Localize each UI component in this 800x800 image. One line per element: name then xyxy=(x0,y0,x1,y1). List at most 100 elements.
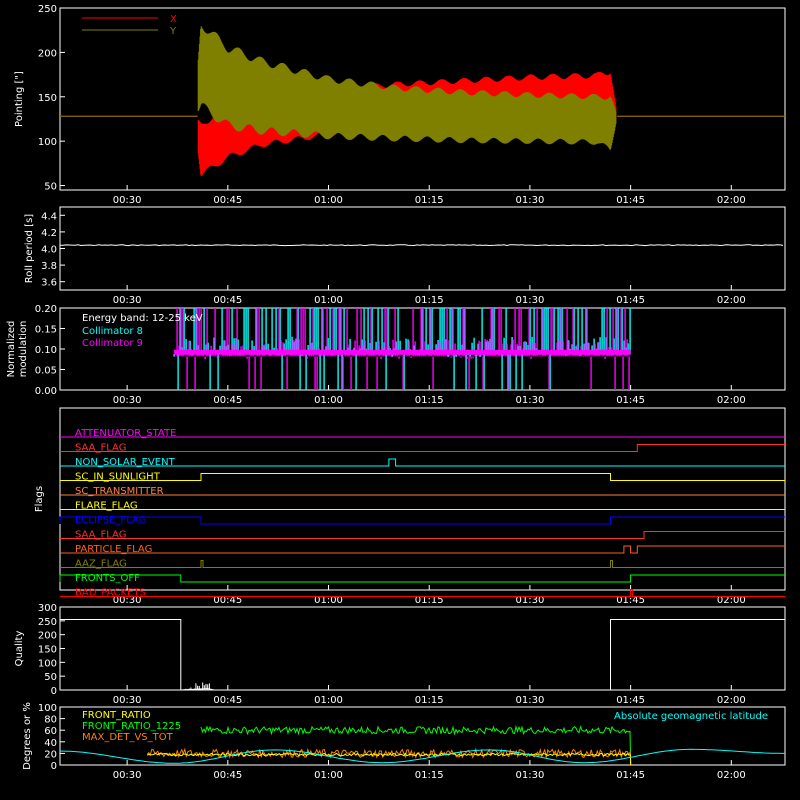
y-tick-label: 3.8 xyxy=(41,261,57,272)
x-tick-label: 01:45 xyxy=(616,395,645,406)
x-tick-label: 01:15 xyxy=(415,770,444,781)
y-tick-label: 150 xyxy=(38,645,57,656)
y-tick-label: 200 xyxy=(38,48,57,59)
geomagnetic-latitude-line xyxy=(60,748,785,764)
flag-label: AAZ_FLAG xyxy=(75,559,127,570)
y-tick-label: 0.10 xyxy=(35,345,57,356)
flag-label: NON_SOLAR_EVENT xyxy=(75,457,176,468)
y-tick-label: 4.0 xyxy=(41,245,57,256)
plot-frame xyxy=(59,206,786,291)
y-tick-label: 40 xyxy=(44,738,57,749)
legend-label-ratio: FRONT_RATIO xyxy=(82,710,151,721)
x-tick-label: 00:30 xyxy=(113,395,142,406)
legend-label-collimator: Collimator 8 xyxy=(82,326,143,337)
y-axis-label: Degrees or % xyxy=(22,702,33,770)
x-tick-label: 01:45 xyxy=(616,195,645,206)
y-tick-label: 200 xyxy=(38,631,57,642)
y-tick-label: 3.6 xyxy=(41,278,57,289)
x-tick-label: 01:00 xyxy=(314,770,343,781)
x-tick-label: 01:00 xyxy=(314,195,343,206)
ratio-series-front-ratio xyxy=(147,752,632,766)
x-tick-label: 01:30 xyxy=(515,295,544,306)
legend-label-y: Y xyxy=(169,26,177,37)
y-tick-label: 250 xyxy=(38,4,57,15)
y-tick-label: 0.05 xyxy=(35,366,57,377)
flag-line-saa-flag xyxy=(60,444,785,452)
roll-period-line xyxy=(59,244,784,247)
flag-label: PARTICLE_FLAG xyxy=(75,544,152,555)
x-tick-label: 01:00 xyxy=(314,295,343,306)
y-axis-label: Quality xyxy=(14,631,25,667)
flag-label: SC_IN_SUNLIGHT xyxy=(75,472,161,483)
x-tick-label: 01:30 xyxy=(515,770,544,781)
y-tick-label: 300 xyxy=(38,603,57,614)
x-tick-label: 00:30 xyxy=(113,770,142,781)
plot-frame xyxy=(59,407,786,591)
legend-label-collimator: Collimator 9 xyxy=(82,338,143,349)
x-tick-label: 02:00 xyxy=(717,195,746,206)
x-tick-label: 02:00 xyxy=(717,770,746,781)
flag-line-particle-flag xyxy=(60,545,785,554)
flag-line-saa-flag xyxy=(60,531,785,539)
ratio-series-front-ratio-1225 xyxy=(200,724,632,766)
quality-spikes xyxy=(183,682,210,690)
flag-line-bad-packets xyxy=(60,589,785,597)
x-tick-label: 01:30 xyxy=(515,395,544,406)
flag-line-sc-in-sunlight xyxy=(60,473,785,481)
x-tick-label: 00:45 xyxy=(213,195,242,206)
x-tick-label: 01:15 xyxy=(415,595,444,606)
x-tick-label: 01:30 xyxy=(515,695,544,706)
y-tick-label: 4.4 xyxy=(41,211,57,222)
y-tick-label: 4.2 xyxy=(41,228,57,239)
y-tick-label: 0.15 xyxy=(35,325,57,336)
x-tick-label: 01:45 xyxy=(616,770,645,781)
y-tick-label: 100 xyxy=(38,137,57,148)
flag-label: ATTENUATOR_STATE xyxy=(75,428,176,439)
flag-label: FRONTS_OFF xyxy=(75,573,140,584)
flag-line-eclipse-flag xyxy=(59,516,785,525)
y-tick-label: 0 xyxy=(51,761,57,772)
y-tick-label: 150 xyxy=(38,93,57,104)
flag-line-non-solar-event xyxy=(60,458,785,467)
modulation-bars-collimator-9 xyxy=(174,308,630,390)
y-tick-label: 0.20 xyxy=(35,304,57,315)
y-tick-label: 250 xyxy=(38,617,57,628)
x-tick-label: 01:45 xyxy=(616,595,645,606)
flag-label: SAA_FLAG xyxy=(75,530,126,541)
y-tick-label: 60 xyxy=(44,726,57,737)
x-tick-label: 00:45 xyxy=(213,395,242,406)
y-tick-label: 100 xyxy=(38,658,57,669)
x-tick-label: 00:30 xyxy=(113,195,142,206)
x-tick-label: 01:00 xyxy=(314,595,343,606)
flag-line-aaz-flag xyxy=(60,560,785,568)
series-band-y xyxy=(197,26,617,150)
y-axis-label: Pointing ["] xyxy=(14,71,25,127)
x-tick-label: 02:00 xyxy=(717,295,746,306)
flag-line-fronts-off xyxy=(59,574,785,583)
x-tick-label: 00:45 xyxy=(213,295,242,306)
x-tick-label: 01:15 xyxy=(415,295,444,306)
x-tick-label: 01:45 xyxy=(616,695,645,706)
y-tick-label: 0 xyxy=(51,686,57,697)
annotation-energy-band: Energy band: 12-25 keV xyxy=(82,313,203,324)
y-axis-label: Normalized xyxy=(6,321,17,378)
x-tick-label: 00:30 xyxy=(113,695,142,706)
legend-label-x: X xyxy=(170,14,177,25)
x-tick-label: 00:30 xyxy=(113,595,142,606)
plot-frame xyxy=(59,7,786,191)
flag-label: FLARE_FLAG xyxy=(75,501,138,512)
x-tick-label: 00:45 xyxy=(213,595,242,606)
x-tick-label: 01:30 xyxy=(515,595,544,606)
x-tick-label: 02:00 xyxy=(717,395,746,406)
y-tick-label: 50 xyxy=(44,182,57,193)
y-axis-label: Flags xyxy=(34,486,45,512)
legend-label-ratio: MAX_DET_VS_TOT xyxy=(82,732,174,743)
y-tick-label: 80 xyxy=(44,715,57,726)
x-tick-label: 01:00 xyxy=(314,695,343,706)
annotation-geomagnetic-latitude: Absolute geomagnetic latitude xyxy=(614,711,768,722)
y-tick-label: 100 xyxy=(38,703,57,714)
x-tick-label: 00:45 xyxy=(213,770,242,781)
y-axis-label: Roll period [s] xyxy=(24,214,35,283)
legend-label-ratio: FRONT_RATIO_1225 xyxy=(82,721,181,732)
